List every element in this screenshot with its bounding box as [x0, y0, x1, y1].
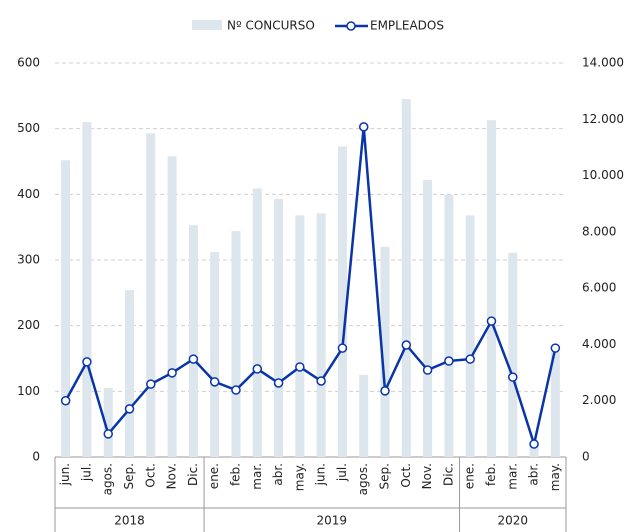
marker	[273, 378, 284, 388]
y2-tick-label: 14.000	[582, 56, 624, 70]
y-tick-label: 400	[17, 187, 40, 201]
x-tick-label: jul.	[79, 463, 93, 482]
x-tick-label: abr.	[527, 463, 541, 486]
y2-tick-label: 0	[582, 450, 590, 464]
marker	[401, 340, 412, 350]
marker	[124, 404, 135, 414]
group-label: 2018	[114, 514, 145, 528]
x-tick-label: ene.	[207, 463, 221, 489]
bar	[359, 374, 369, 457]
bar	[486, 120, 496, 457]
bar	[61, 160, 71, 458]
x-tick-label: jul.	[335, 463, 349, 482]
marker	[252, 364, 263, 374]
bar	[295, 215, 305, 457]
marker	[231, 385, 241, 395]
bar	[167, 156, 177, 457]
y2-tick-label: 6.000	[582, 281, 616, 295]
x-tick-label: Dic.	[441, 463, 455, 486]
bar	[316, 213, 326, 457]
x-tick-label: ene.	[463, 463, 477, 489]
x-tick-label: Oct.	[143, 463, 157, 488]
marker	[529, 439, 539, 449]
x-tick-label: jun.	[314, 463, 328, 486]
bar	[125, 290, 135, 457]
bar	[103, 388, 113, 457]
bar	[401, 99, 411, 457]
bar	[380, 246, 390, 457]
marker	[316, 376, 326, 386]
marker	[103, 429, 113, 439]
legend-label: EMPLEADOS	[370, 19, 444, 33]
bar	[508, 252, 518, 457]
y2-tick-label: 12.000	[582, 112, 624, 126]
bar	[146, 133, 156, 457]
marker	[167, 368, 177, 378]
x-tick-label: agos.	[101, 463, 115, 495]
marker	[465, 354, 475, 364]
x-tick-label: mar.	[505, 463, 519, 490]
x-tick-label: jun.	[58, 463, 72, 486]
bar	[210, 252, 220, 457]
marker	[60, 395, 71, 406]
legend-label: Nº CONCURSO	[227, 19, 315, 33]
bar	[188, 225, 198, 457]
x-tick-label: agos.	[356, 463, 370, 495]
x-tick-label: Nov.	[165, 463, 179, 489]
x-tick-label: abr.	[271, 463, 285, 486]
marker	[550, 343, 561, 353]
y-tick-label: 200	[17, 318, 40, 332]
y2-tick-label: 4.000	[582, 337, 616, 351]
marker	[508, 372, 518, 382]
y2-tick-label: 10.000	[582, 168, 624, 182]
bar	[231, 231, 241, 457]
marker	[444, 356, 454, 366]
bar	[82, 122, 92, 457]
bar	[274, 198, 284, 457]
x-tick-label: may.	[292, 463, 306, 491]
bar	[252, 188, 262, 457]
bar	[465, 215, 475, 457]
bar	[444, 194, 454, 458]
marker	[146, 379, 156, 389]
marker	[380, 386, 390, 396]
marker	[337, 343, 348, 353]
y-tick-label: 300	[17, 253, 40, 267]
bar	[337, 146, 347, 457]
y2-tick-label: 2.000	[582, 393, 616, 407]
y-tick-label: 600	[17, 56, 40, 70]
x-tick-label: Dic.	[186, 463, 200, 486]
marker	[295, 362, 305, 372]
line	[64, 126, 557, 449]
marker	[422, 365, 433, 375]
marker	[358, 122, 369, 132]
bar	[423, 179, 433, 458]
x-tick-label: may.	[548, 463, 562, 491]
marker	[82, 357, 92, 367]
marker	[209, 377, 220, 387]
marker	[188, 354, 199, 364]
y-tick-label: 500	[17, 121, 40, 135]
y-tick-label: 100	[17, 384, 40, 398]
legend-marker	[346, 21, 356, 31]
bar	[550, 351, 560, 457]
group-label: 2019	[317, 514, 348, 528]
bar	[529, 443, 539, 457]
x-tick-label: feb.	[484, 463, 498, 486]
x-tick-label: Sep.	[378, 463, 392, 489]
x-tick-label: feb.	[228, 463, 242, 486]
x-tick-label: mar.	[250, 463, 264, 490]
x-tick-label: Oct.	[399, 463, 413, 488]
y-tick-label: 0	[32, 450, 40, 464]
x-tick-label: Nov.	[420, 463, 434, 489]
y2-tick-label: 8.000	[582, 224, 616, 238]
group-label: 2020	[497, 514, 528, 528]
x-tick-label: Sep.	[122, 463, 136, 489]
legend-swatch	[192, 20, 222, 30]
marker	[486, 316, 497, 326]
